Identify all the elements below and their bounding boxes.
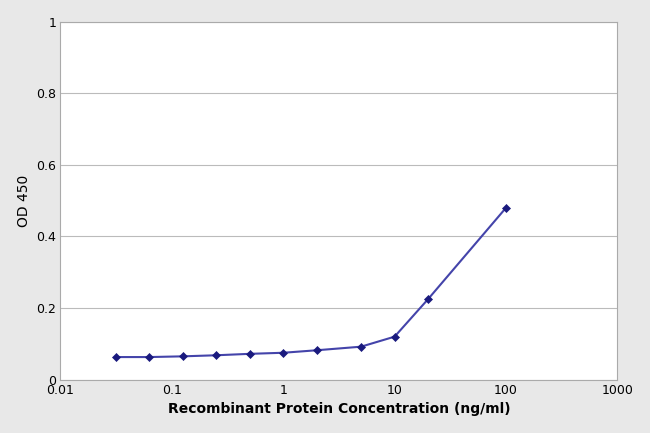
Y-axis label: OD 450: OD 450: [17, 174, 31, 227]
X-axis label: Recombinant Protein Concentration (ng/ml): Recombinant Protein Concentration (ng/ml…: [168, 402, 510, 417]
